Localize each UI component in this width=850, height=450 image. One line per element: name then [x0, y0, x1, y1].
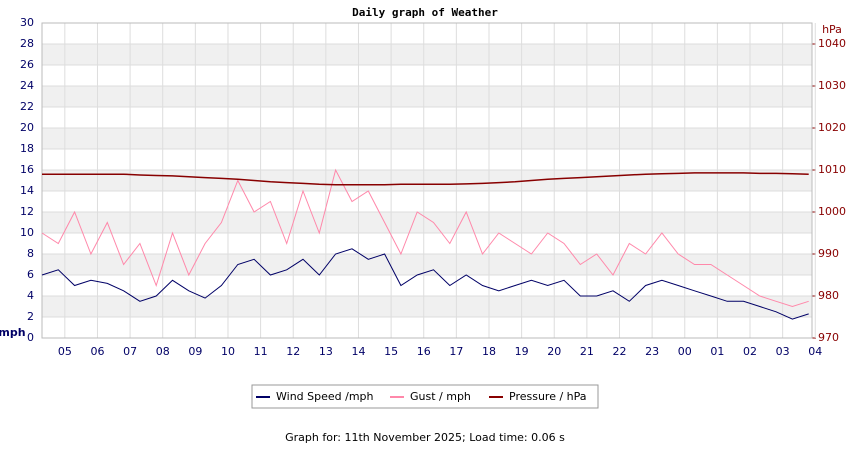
x-tick-label: 02	[743, 345, 757, 358]
y-tick-label: 24	[20, 79, 34, 92]
x-tick-label: 17	[449, 345, 463, 358]
y2-tick-label: 980	[818, 289, 839, 302]
y-tick-label: 14	[20, 184, 34, 197]
y-tick-label: 18	[20, 142, 34, 155]
footer: Graph for: 11th November 2025; Load time…	[285, 431, 565, 444]
grid-band	[42, 296, 812, 317]
x-tick-label: 04	[808, 345, 822, 358]
legend-label: Wind Speed /mph	[276, 390, 374, 403]
legend-label: Pressure / hPa	[509, 390, 587, 403]
grid-band	[42, 86, 812, 107]
x-tick-label: 01	[710, 345, 724, 358]
y-tick-label: 28	[20, 37, 34, 50]
x-tick-label: 03	[776, 345, 790, 358]
y-tick-label: 20	[20, 121, 34, 134]
x-tick-label: 19	[515, 345, 529, 358]
x-tick-label: 05	[58, 345, 72, 358]
x-tick-label: 09	[188, 345, 202, 358]
y2-tick-label: 1010	[818, 163, 846, 176]
y2-tick-label: 1020	[818, 121, 846, 134]
y2-tick-label: 990	[818, 247, 839, 260]
y-tick-label: 26	[20, 58, 34, 71]
y-tick-label: 8	[27, 247, 34, 260]
series-line	[41, 248, 809, 320]
x-tick-label: 15	[384, 345, 398, 358]
x-tick-label: 22	[613, 345, 627, 358]
x-tick-label: 07	[123, 345, 137, 358]
y-tick-label: 16	[20, 163, 34, 176]
y-axis-label: mph	[0, 326, 26, 339]
x-tick-label: 23	[645, 345, 659, 358]
grid-band	[42, 128, 812, 149]
chart-title: Daily graph of Weather	[352, 6, 498, 19]
y2-tick-label: 970	[818, 331, 839, 344]
y-tick-label: 12	[20, 205, 34, 218]
x-tick-label: 13	[319, 345, 333, 358]
y-tick-label: 30	[20, 16, 34, 29]
x-tick-label: 11	[254, 345, 268, 358]
y-tick-label: 2	[27, 310, 34, 323]
grid-band	[42, 44, 812, 65]
x-tick-label: 12	[286, 345, 300, 358]
y2-tick-label: 1040	[818, 37, 846, 50]
x-tick-label: 16	[417, 345, 431, 358]
legend-box	[251, 384, 599, 409]
y2-axis-label: hPa	[822, 23, 842, 36]
y2-tick-label: 1030	[818, 79, 846, 92]
y-tick-label: 22	[20, 100, 34, 113]
x-tick-label: 18	[482, 345, 496, 358]
x-tick-label: 00	[678, 345, 692, 358]
plot-frame	[41, 22, 813, 339]
y-tick-label: 0	[27, 331, 34, 344]
x-tick-label: 20	[547, 345, 561, 358]
y-tick-label: 4	[27, 289, 34, 302]
x-tick-label: 10	[221, 345, 235, 358]
grid-band	[42, 212, 812, 233]
series-line	[42, 172, 809, 186]
x-tick-label: 08	[156, 345, 170, 358]
y2-tick-label: 1000	[818, 205, 846, 218]
y-tick-label: 10	[20, 226, 34, 239]
x-tick-label: 14	[351, 345, 365, 358]
series-line	[41, 168, 809, 308]
y-tick-label: 6	[27, 268, 34, 281]
x-tick-label: 06	[90, 345, 104, 358]
legend-label: Gust / mph	[410, 390, 471, 403]
x-tick-label: 21	[580, 345, 594, 358]
